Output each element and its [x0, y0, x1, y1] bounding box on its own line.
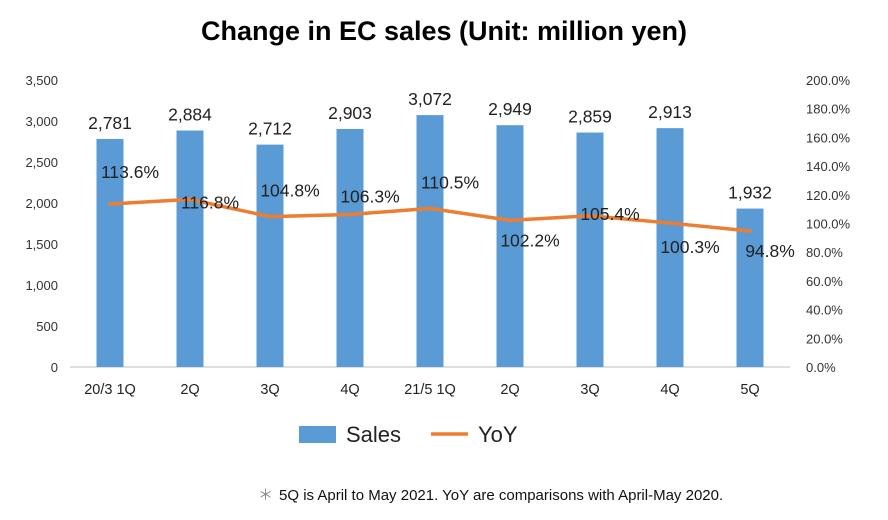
y-right-tick-label: 140.0% [806, 159, 851, 174]
chart-title: Change in EC sales (Unit: million yen) [200, 16, 688, 46]
bar-data-label: 2,884 [168, 105, 212, 125]
bar-data-label: 2,712 [248, 119, 292, 139]
bar-sales [96, 138, 124, 367]
line-data-label: 113.6% [101, 162, 159, 182]
line-data-label: 110.5% [421, 172, 479, 192]
point-yoy [108, 202, 112, 206]
x-tick-label: 2Q [180, 382, 199, 398]
bar-data-label: 2,949 [488, 99, 532, 119]
x-tick-label: 2Q [500, 382, 519, 398]
y-right-tick-label: 40.0% [806, 303, 843, 318]
y-right-tick-label: 180.0% [806, 102, 851, 117]
y-left-tick-label: 1,500 [25, 237, 58, 252]
line-data-label: 105.4% [580, 204, 639, 224]
x-tick-label: 3Q [260, 382, 279, 398]
y-right-tick-label: 60.0% [806, 274, 843, 289]
line-data-label: 106.3% [340, 186, 399, 206]
y-left-tick-label: 0 [51, 360, 58, 375]
x-tick-label: 3Q [580, 382, 599, 398]
y-right-tick-label: 0.0% [806, 360, 836, 375]
line-data-label: 94.8% [745, 241, 795, 261]
point-yoy [748, 229, 752, 233]
line-data-label: 116.8% [181, 192, 239, 212]
bar-sales [576, 132, 604, 367]
bar-sales [496, 125, 524, 367]
y-left-tick-label: 2,000 [25, 196, 58, 211]
bar-data-label: 2,859 [568, 107, 612, 127]
y-right-tick-label: 100.0% [806, 217, 851, 232]
point-yoy [268, 214, 272, 219]
bar-data-label: 1,932 [728, 183, 772, 203]
point-yoy [188, 197, 192, 202]
y-left-tick-label: 2,500 [25, 155, 58, 170]
line-data-label: 104.8% [260, 181, 319, 201]
bar-sales [176, 130, 204, 367]
footnote-mark: ＊ [258, 487, 274, 504]
bar-sales [256, 144, 284, 367]
x-tick-label: 4Q [340, 382, 359, 398]
point-yoy [668, 221, 672, 225]
y-left-tick-label: 3,500 [25, 73, 58, 88]
line-data-label: 102.2% [500, 230, 559, 250]
y-left-tick-label: 3,000 [25, 114, 58, 129]
y-right-tick-label: 120.0% [806, 188, 851, 203]
line-data-label: 100.3% [660, 237, 719, 257]
bar-data-label: 2,913 [648, 102, 692, 122]
legend-label-yoy: YoY [478, 422, 518, 447]
y-right-tick-label: 200.0% [806, 73, 851, 88]
y-left-tick-label: 1,000 [25, 278, 58, 293]
legend-swatch-sales [299, 426, 336, 443]
footnote: ＊ 5Q is April to May 2021. YoY are compar… [258, 484, 723, 505]
bar-sales [416, 115, 444, 367]
y-right-tick-label: 160.0% [806, 130, 851, 145]
x-tick-label: 4Q [660, 382, 679, 398]
x-tick-label: 20/3 1Q [84, 382, 136, 398]
bar-sales [736, 208, 764, 367]
bar-data-label: 3,072 [408, 89, 452, 109]
bar-data-label: 2,903 [328, 103, 372, 123]
bar-sales [656, 128, 684, 367]
point-yoy [508, 218, 512, 223]
legend-label-sales: Sales [346, 422, 401, 447]
x-tick-label: 5Q [740, 382, 759, 398]
point-yoy [348, 212, 352, 217]
bar-sales [336, 128, 364, 367]
y-right-tick-label: 20.0% [806, 331, 843, 346]
point-yoy [428, 206, 432, 211]
footnote-text: 5Q is April to May 2021. YoY are compari… [279, 487, 724, 504]
y-right-tick-label: 80.0% [806, 245, 843, 260]
bar-data-label: 2,781 [88, 113, 132, 133]
x-tick-label: 21/5 1Q [404, 382, 456, 398]
y-left-tick-label: 500 [36, 319, 58, 334]
point-yoy [588, 213, 592, 218]
